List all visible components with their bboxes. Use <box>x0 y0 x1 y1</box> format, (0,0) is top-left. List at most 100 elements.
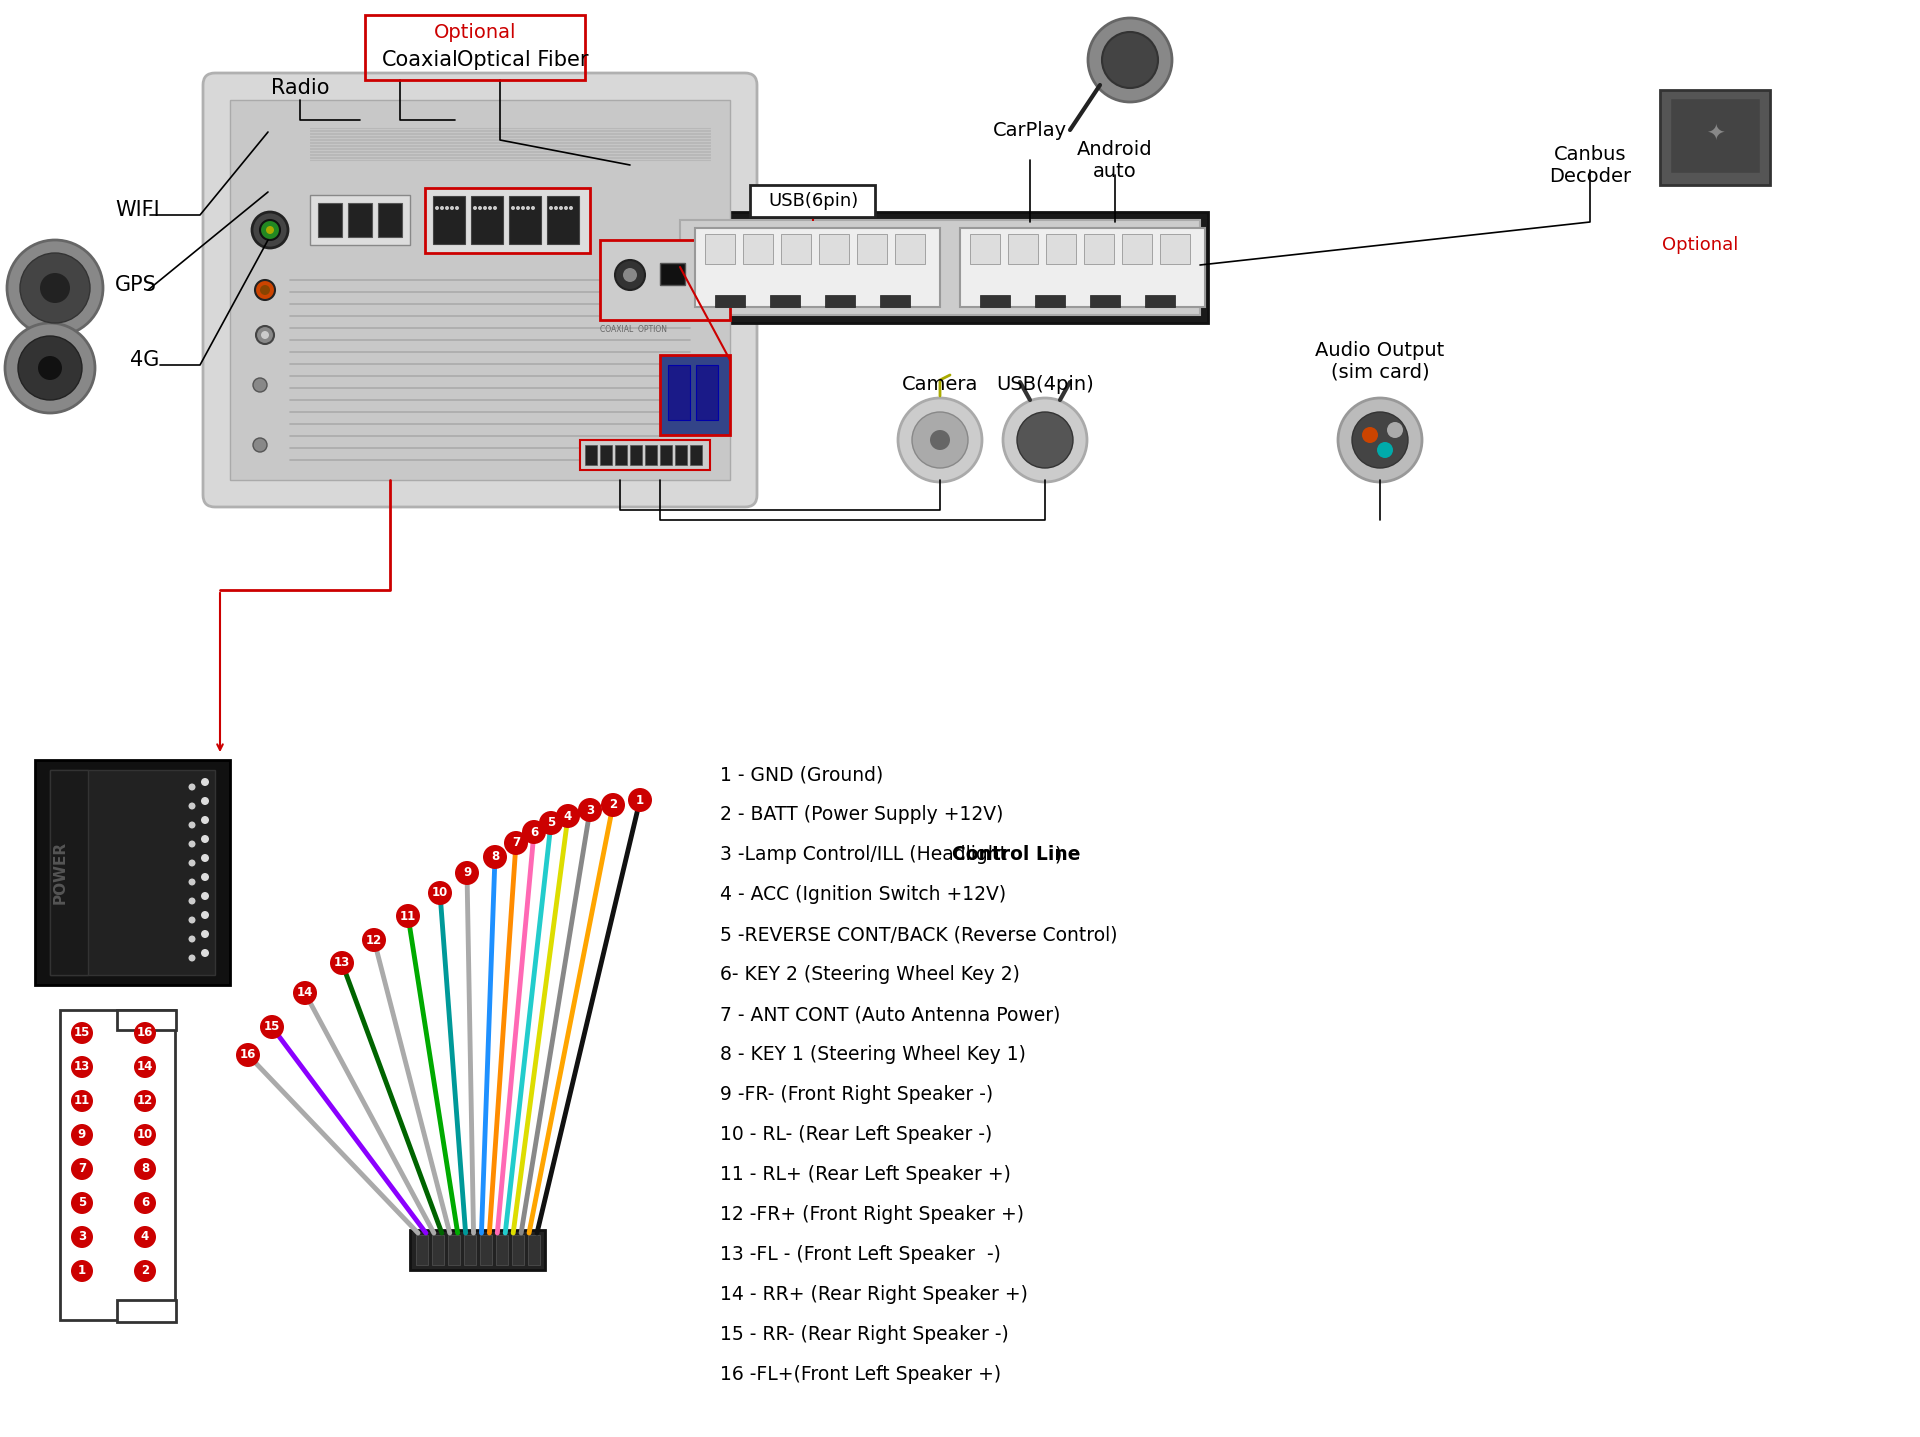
Circle shape <box>929 430 950 450</box>
Circle shape <box>253 378 267 392</box>
Text: Audio Output
(sim card): Audio Output (sim card) <box>1315 341 1444 382</box>
Bar <box>714 295 745 308</box>
Circle shape <box>71 1022 92 1045</box>
Circle shape <box>38 356 61 379</box>
Circle shape <box>578 798 603 822</box>
Bar <box>230 101 730 480</box>
Text: 9: 9 <box>79 1128 86 1141</box>
Bar <box>465 1234 476 1265</box>
Text: 2 - BATT (Power Supply +12V): 2 - BATT (Power Supply +12V) <box>720 806 1004 825</box>
Bar <box>856 234 887 264</box>
Text: 2: 2 <box>609 799 616 812</box>
Circle shape <box>252 213 288 249</box>
Circle shape <box>188 917 196 924</box>
Circle shape <box>188 783 196 790</box>
Circle shape <box>899 398 981 481</box>
Bar <box>50 770 88 974</box>
Text: Camera: Camera <box>902 375 977 395</box>
Circle shape <box>188 841 196 848</box>
Bar <box>705 234 735 264</box>
Bar <box>770 295 801 308</box>
Circle shape <box>628 787 653 812</box>
Circle shape <box>134 1124 156 1145</box>
Bar <box>781 234 810 264</box>
Circle shape <box>134 1193 156 1214</box>
Circle shape <box>261 331 269 339</box>
Text: 5: 5 <box>547 816 555 829</box>
Circle shape <box>188 935 196 943</box>
Circle shape <box>6 323 94 412</box>
Text: 15: 15 <box>73 1026 90 1039</box>
Text: Control Line: Control Line <box>952 845 1081 865</box>
Bar <box>411 1230 545 1270</box>
Circle shape <box>484 845 507 869</box>
Circle shape <box>134 1260 156 1282</box>
Circle shape <box>549 205 553 210</box>
Text: 1: 1 <box>636 793 643 806</box>
Circle shape <box>1377 443 1394 458</box>
Circle shape <box>71 1193 92 1214</box>
Text: 14: 14 <box>298 986 313 1000</box>
Circle shape <box>19 253 90 323</box>
Text: 8: 8 <box>140 1163 150 1175</box>
Text: Optional: Optional <box>434 23 516 43</box>
Bar <box>614 445 628 466</box>
Bar <box>672 213 1208 323</box>
Text: 16 -FL+(Front Left Speaker +): 16 -FL+(Front Left Speaker +) <box>720 1365 1000 1384</box>
Bar <box>60 1010 175 1321</box>
Circle shape <box>134 1091 156 1112</box>
Circle shape <box>484 205 488 210</box>
Bar <box>365 14 586 80</box>
Bar <box>1160 234 1190 264</box>
Circle shape <box>363 928 386 951</box>
Circle shape <box>564 205 568 210</box>
Circle shape <box>71 1158 92 1180</box>
Text: COAXIAL  OPTION: COAXIAL OPTION <box>599 326 666 335</box>
Text: Canbus
Decoder: Canbus Decoder <box>1549 145 1632 185</box>
Bar <box>348 203 372 237</box>
Bar <box>879 295 910 308</box>
Text: 10 - RL- (Rear Left Speaker -): 10 - RL- (Rear Left Speaker -) <box>720 1125 993 1144</box>
Circle shape <box>236 1043 259 1068</box>
Circle shape <box>17 336 83 399</box>
Text: 8 - KEY 1 (Steering Wheel Key 1): 8 - KEY 1 (Steering Wheel Key 1) <box>720 1046 1025 1065</box>
Text: 9: 9 <box>463 867 470 879</box>
Bar <box>1661 91 1770 185</box>
Bar <box>547 195 580 244</box>
Text: 4 - ACC (Ignition Switch +12V): 4 - ACC (Ignition Switch +12V) <box>720 885 1006 904</box>
Bar <box>970 234 1000 264</box>
Bar <box>424 188 589 253</box>
Text: 9 -FR- (Front Right Speaker -): 9 -FR- (Front Right Speaker -) <box>720 1085 993 1105</box>
Text: 6- KEY 2 (Steering Wheel Key 2): 6- KEY 2 (Steering Wheel Key 2) <box>720 966 1020 984</box>
Bar <box>117 1010 177 1030</box>
Bar <box>319 203 342 237</box>
Text: 5 -REVERSE CONT/BACK (Reverse Control): 5 -REVERSE CONT/BACK (Reverse Control) <box>720 925 1117 944</box>
Text: 12 -FR+ (Front Right Speaker +): 12 -FR+ (Front Right Speaker +) <box>720 1206 1023 1224</box>
Circle shape <box>202 874 209 881</box>
Circle shape <box>614 260 645 290</box>
Circle shape <box>493 205 497 210</box>
Circle shape <box>188 898 196 904</box>
Bar <box>1121 234 1152 264</box>
Text: 1 - GND (Ground): 1 - GND (Ground) <box>720 766 883 785</box>
Circle shape <box>202 777 209 786</box>
Circle shape <box>449 205 453 210</box>
Circle shape <box>503 831 528 855</box>
Circle shape <box>557 803 580 828</box>
Bar <box>743 234 774 264</box>
Bar <box>751 185 876 217</box>
Circle shape <box>522 821 545 844</box>
Circle shape <box>568 205 572 210</box>
Circle shape <box>516 205 520 210</box>
Text: 6: 6 <box>140 1197 150 1210</box>
Text: 14: 14 <box>136 1061 154 1073</box>
Text: 13 -FL - (Front Left Speaker  -): 13 -FL - (Front Left Speaker -) <box>720 1246 1000 1265</box>
Text: Optional: Optional <box>1663 236 1738 254</box>
Circle shape <box>255 280 275 300</box>
Text: 11 - RL+ (Rear Left Speaker +): 11 - RL+ (Rear Left Speaker +) <box>720 1165 1010 1184</box>
Circle shape <box>202 854 209 862</box>
Bar <box>680 220 1200 315</box>
Circle shape <box>267 226 275 234</box>
Circle shape <box>188 859 196 867</box>
Circle shape <box>134 1022 156 1045</box>
